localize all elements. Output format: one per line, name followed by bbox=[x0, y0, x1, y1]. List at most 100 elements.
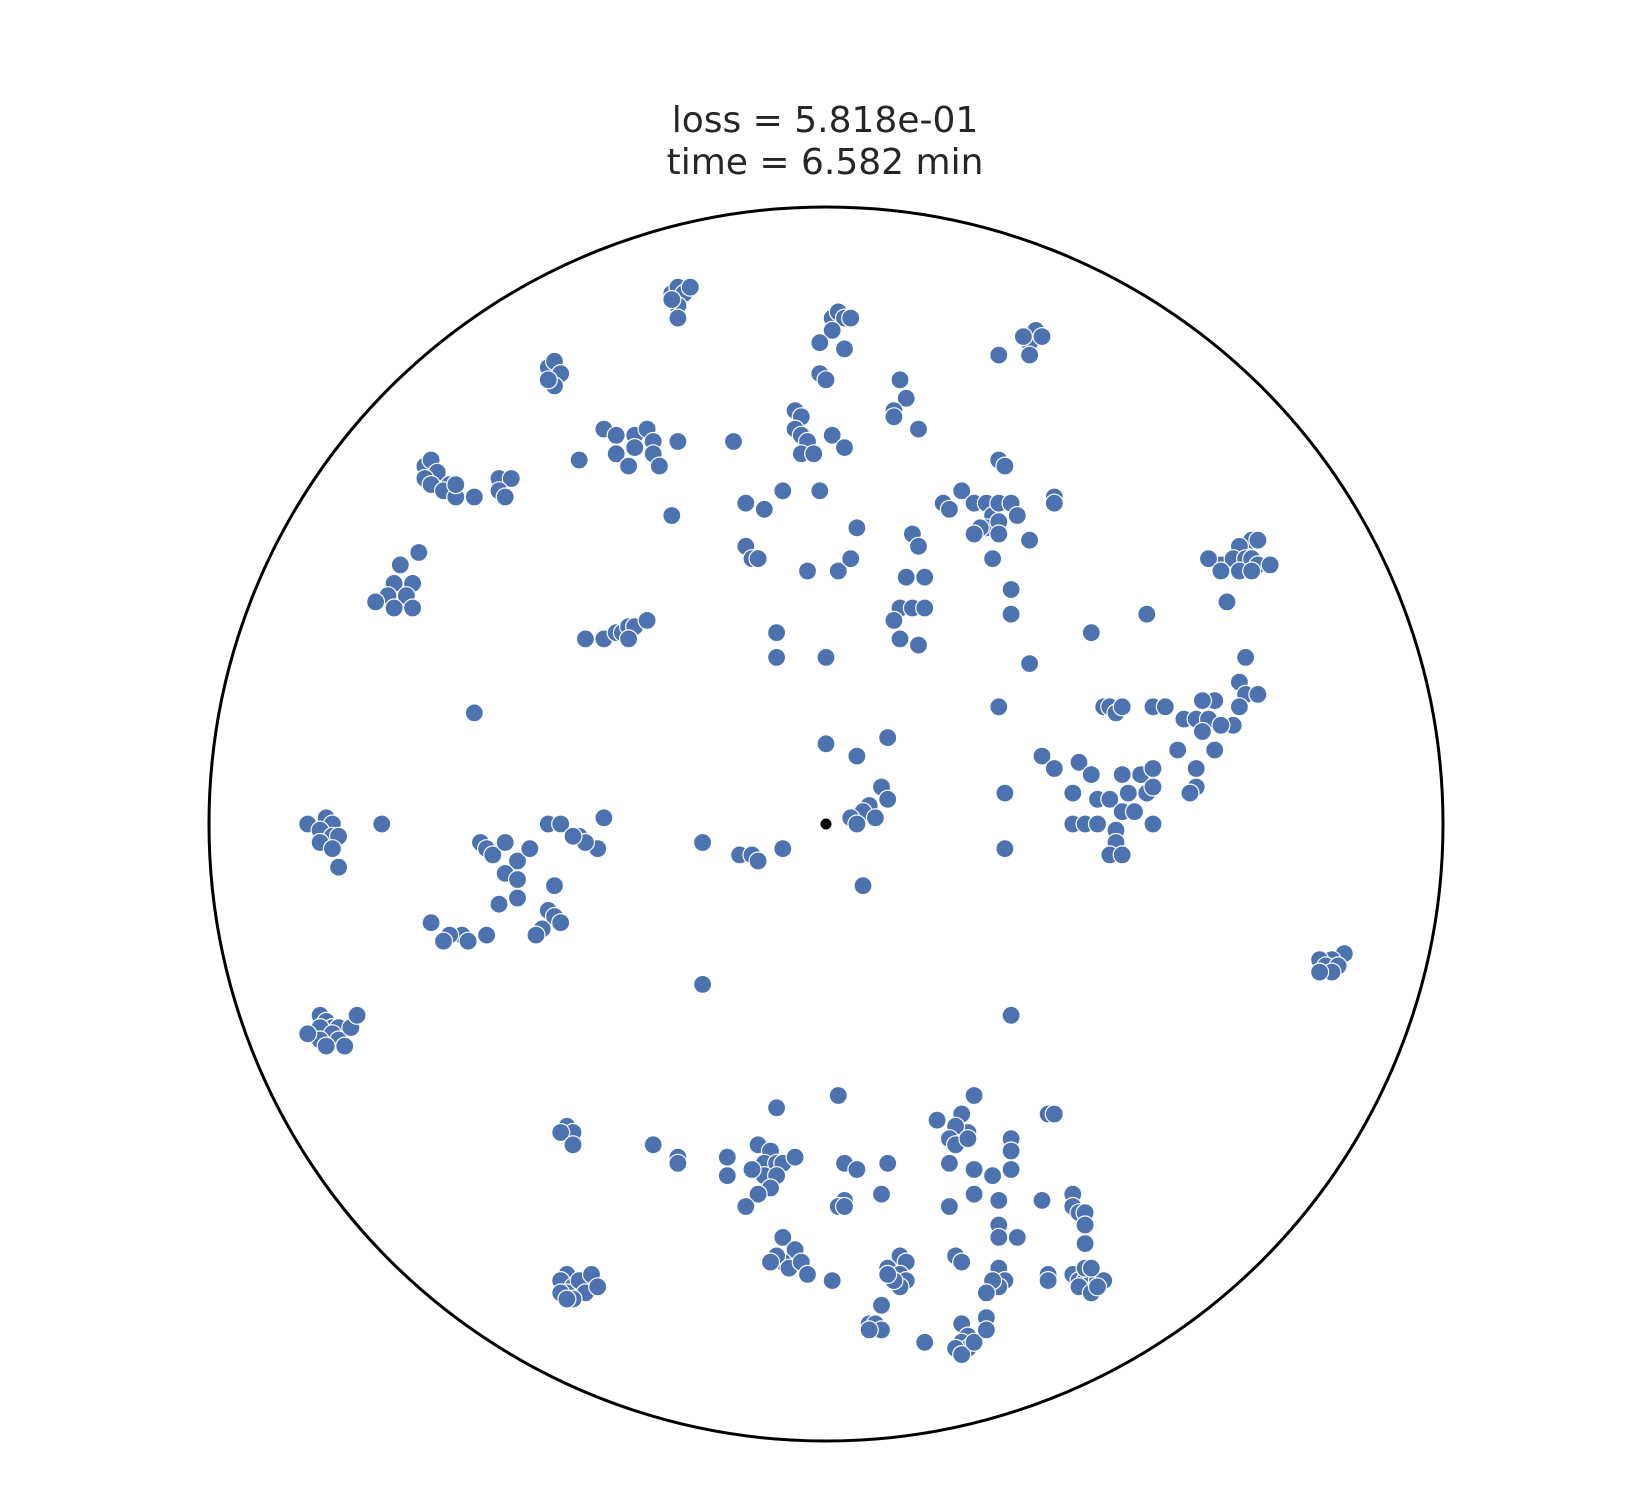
data-point bbox=[649, 456, 670, 476]
data-point bbox=[1081, 764, 1101, 785]
points-layer bbox=[298, 277, 1354, 1365]
data-point bbox=[1087, 814, 1108, 834]
data-point bbox=[760, 1252, 781, 1272]
data-point bbox=[915, 1332, 935, 1352]
data-point bbox=[538, 370, 558, 390]
data-point bbox=[797, 1264, 818, 1285]
data-point bbox=[958, 1129, 978, 1149]
data-point bbox=[847, 1159, 867, 1180]
data-point bbox=[841, 308, 861, 328]
data-point bbox=[1235, 647, 1256, 668]
data-point bbox=[1211, 715, 1231, 735]
data-point bbox=[1112, 764, 1132, 785]
data-point bbox=[810, 481, 830, 501]
data-point bbox=[390, 555, 410, 575]
data-point bbox=[618, 456, 639, 476]
data-point bbox=[890, 370, 910, 390]
data-point bbox=[507, 888, 528, 908]
data-point bbox=[495, 832, 515, 853]
data-point bbox=[982, 549, 1003, 569]
data-point bbox=[890, 629, 910, 649]
data-point bbox=[989, 1227, 1009, 1248]
data-point bbox=[495, 487, 515, 507]
data-point bbox=[773, 481, 793, 501]
data-point bbox=[810, 333, 830, 353]
data-point bbox=[964, 1085, 984, 1106]
data-point bbox=[464, 703, 484, 723]
data-point bbox=[421, 913, 441, 933]
data-point bbox=[1143, 758, 1163, 779]
data-point bbox=[878, 789, 898, 809]
data-point bbox=[853, 876, 873, 896]
data-point bbox=[908, 635, 929, 655]
data-point bbox=[834, 1196, 855, 1217]
unit-circle-boundary bbox=[207, 205, 1445, 1443]
data-point bbox=[989, 524, 1009, 544]
data-point bbox=[1248, 530, 1268, 550]
data-point bbox=[1081, 1258, 1101, 1278]
data-point bbox=[680, 277, 700, 297]
data-point bbox=[952, 1344, 972, 1365]
data-point bbox=[489, 894, 509, 914]
data-point bbox=[544, 876, 565, 896]
data-point bbox=[773, 1227, 793, 1248]
data-point bbox=[939, 1196, 960, 1217]
data-point bbox=[335, 1036, 355, 1056]
data-point bbox=[766, 623, 787, 643]
data-point bbox=[847, 746, 867, 766]
data-point bbox=[316, 1036, 336, 1056]
data-point bbox=[995, 783, 1015, 803]
data-point bbox=[477, 925, 497, 945]
data-point bbox=[606, 425, 626, 445]
data-point bbox=[1001, 604, 1021, 624]
data-point bbox=[834, 438, 855, 458]
data-point bbox=[1168, 740, 1188, 760]
data-point bbox=[1118, 783, 1138, 803]
data-point bbox=[662, 505, 682, 526]
data-point bbox=[915, 598, 935, 618]
data-point bbox=[834, 339, 855, 359]
data-point bbox=[847, 518, 867, 538]
data-point bbox=[964, 1159, 984, 1180]
data-point bbox=[563, 1135, 583, 1155]
data-point bbox=[557, 1289, 577, 1309]
data-point bbox=[575, 629, 596, 649]
data-point bbox=[878, 1264, 898, 1285]
data-point bbox=[964, 1184, 984, 1204]
data-point bbox=[1242, 561, 1262, 581]
data-point bbox=[551, 913, 571, 933]
data-point bbox=[1007, 1227, 1027, 1248]
data-point bbox=[1124, 802, 1145, 822]
data-point bbox=[908, 536, 929, 556]
data-point bbox=[884, 407, 904, 427]
data-point bbox=[995, 839, 1015, 859]
data-point bbox=[403, 598, 423, 618]
data-point bbox=[1044, 758, 1064, 779]
data-point bbox=[1019, 345, 1040, 365]
data-point bbox=[606, 444, 626, 464]
data-point bbox=[1143, 814, 1163, 834]
data-point bbox=[989, 1190, 1009, 1211]
data-point bbox=[1001, 579, 1021, 600]
data-point bbox=[1198, 549, 1219, 569]
data-point bbox=[865, 808, 886, 828]
data-point bbox=[908, 419, 929, 439]
data-point bbox=[446, 475, 466, 495]
data-point bbox=[643, 1135, 663, 1155]
data-point bbox=[1100, 789, 1120, 809]
data-point bbox=[329, 857, 349, 877]
data-point bbox=[742, 1159, 762, 1180]
data-point bbox=[797, 561, 818, 581]
data-point bbox=[1044, 1104, 1064, 1124]
data-point bbox=[551, 814, 571, 834]
data-point bbox=[717, 1147, 737, 1167]
data-point bbox=[433, 931, 454, 951]
data-point bbox=[804, 444, 824, 464]
data-point bbox=[1007, 505, 1027, 526]
data-point bbox=[668, 308, 688, 328]
data-point bbox=[551, 1122, 571, 1143]
origin-point bbox=[820, 818, 832, 830]
data-point bbox=[736, 493, 756, 513]
data-point bbox=[347, 1005, 367, 1025]
